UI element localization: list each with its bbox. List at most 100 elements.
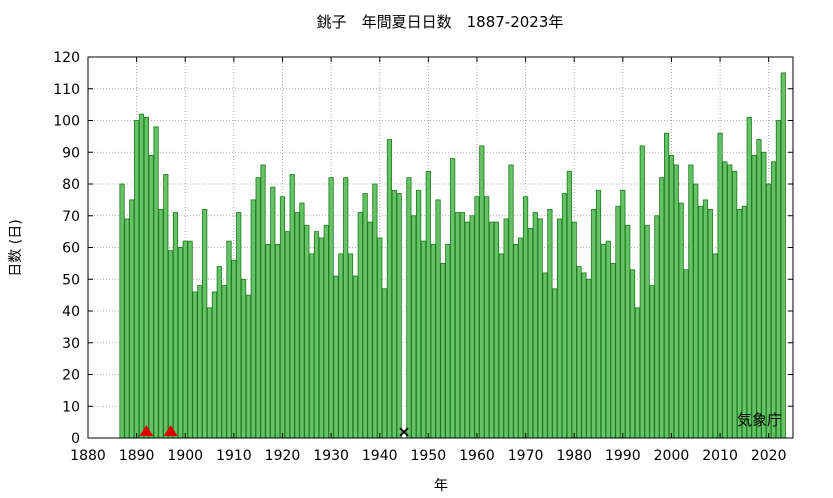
bar-1957: [459, 212, 465, 439]
bar-1899: [177, 247, 183, 439]
bar-2008: [707, 208, 713, 439]
bar-1964: [493, 221, 500, 439]
y-tick-label: 40: [62, 304, 80, 320]
bar-1933: [343, 177, 349, 439]
bar-1953: [440, 262, 446, 439]
bar-1896: [163, 174, 169, 439]
bar-1980: [571, 221, 577, 439]
bar-1904: [202, 208, 208, 439]
bar-1913: [245, 294, 252, 439]
bar-1923: [294, 212, 300, 439]
bar-1902: [192, 291, 198, 439]
x-tick-label: 1880: [70, 448, 106, 464]
bar-1992: [629, 269, 636, 439]
x-tick-label: 1890: [119, 448, 155, 464]
bar-1895: [158, 208, 164, 439]
y-tick-label: 120: [53, 50, 80, 66]
bar-1912: [240, 278, 247, 439]
bar-1996: [649, 285, 655, 439]
bar-1965: [498, 253, 504, 439]
triangle-marker-1892: [139, 425, 154, 436]
bar-1925: [304, 224, 310, 439]
bar-1888: [124, 218, 130, 439]
bar-1982: [581, 272, 587, 439]
x-tick-label: 2020: [751, 448, 787, 464]
bar-1901: [187, 240, 193, 439]
bar-1986: [600, 243, 606, 439]
bar-1922: [289, 174, 295, 439]
bar-1898: [172, 212, 179, 439]
event-markers: [139, 425, 409, 437]
y-tick-label: 10: [62, 399, 80, 415]
x-tick-label: 1990: [605, 448, 641, 464]
y-tick-label: 0: [71, 431, 80, 447]
y-tick-label: 30: [62, 336, 80, 352]
bar-2023: [780, 72, 786, 439]
bar-1963: [488, 221, 495, 439]
x-tick-label: 2000: [654, 448, 690, 464]
bar-1972: [532, 212, 538, 439]
bar-1967: [508, 164, 514, 439]
x-tick-label: 1940: [362, 448, 398, 464]
y-tick-label: 20: [62, 368, 80, 384]
bar-1955: [450, 158, 456, 439]
bar-2010: [717, 132, 723, 439]
bar-1927: [313, 231, 320, 439]
bar-1935: [352, 275, 359, 439]
bar-2015: [741, 205, 747, 439]
bar-1961: [479, 145, 485, 439]
bar-1942: [386, 139, 393, 439]
bar-1890: [134, 120, 140, 439]
bar-1999: [663, 132, 670, 439]
bar-1989: [615, 205, 621, 439]
bar-1985: [595, 189, 602, 439]
bar-2002: [678, 202, 684, 439]
bar-1994: [639, 145, 645, 439]
bar-series: [119, 72, 786, 439]
bar-2007: [702, 199, 709, 439]
bar-2012: [727, 164, 733, 439]
bar-1889: [129, 199, 135, 439]
bar-1998: [659, 177, 665, 439]
bar-1984: [591, 208, 597, 439]
bar-1891: [138, 113, 145, 439]
bar-2001: [673, 164, 679, 439]
bar-1900: [182, 240, 188, 439]
bar-2000: [668, 155, 675, 439]
bar-2005: [693, 183, 699, 439]
bar-1907: [216, 266, 222, 439]
y-tick-label: 70: [62, 209, 80, 225]
bar-1930: [328, 177, 334, 439]
x-tick-label: 1910: [216, 448, 252, 464]
chart-title: 銚子 年間夏日日数 1887-2023年: [317, 13, 564, 31]
source-annotation: 気象庁: [737, 411, 782, 429]
bar-1906: [211, 291, 218, 439]
bar-1962: [484, 196, 490, 439]
bar-1968: [513, 243, 519, 439]
bar-1909: [226, 240, 232, 439]
bar-1939: [372, 183, 378, 439]
bar-1919: [275, 243, 281, 439]
bar-1943: [391, 189, 397, 439]
bar-1893: [148, 155, 154, 439]
bar-1947: [411, 215, 417, 439]
x-tick-label: 1920: [265, 448, 301, 464]
bar-1971: [527, 228, 534, 439]
bar-1931: [333, 275, 339, 439]
bar-2021: [770, 161, 777, 439]
bar-1974: [542, 272, 548, 439]
x-axis-ticks: 1880 1890 1900 1910 1920 1930 1940 1950 1960 1970…: [70, 57, 787, 464]
bar-2019: [761, 151, 767, 439]
bar-1978: [561, 193, 568, 439]
x-tick-label: 1970: [508, 448, 544, 464]
bar-1975: [547, 208, 553, 439]
x-tick-label: 1900: [167, 448, 203, 464]
bar-2017: [751, 155, 757, 439]
bar-1973: [537, 218, 543, 439]
bar-2011: [722, 161, 728, 439]
y-tick-label: 110: [53, 82, 80, 98]
bar-1946: [406, 177, 412, 439]
bar-2004: [688, 164, 694, 439]
bar-2022: [775, 120, 782, 439]
y-axis-label: 日数 (日): [8, 219, 24, 276]
